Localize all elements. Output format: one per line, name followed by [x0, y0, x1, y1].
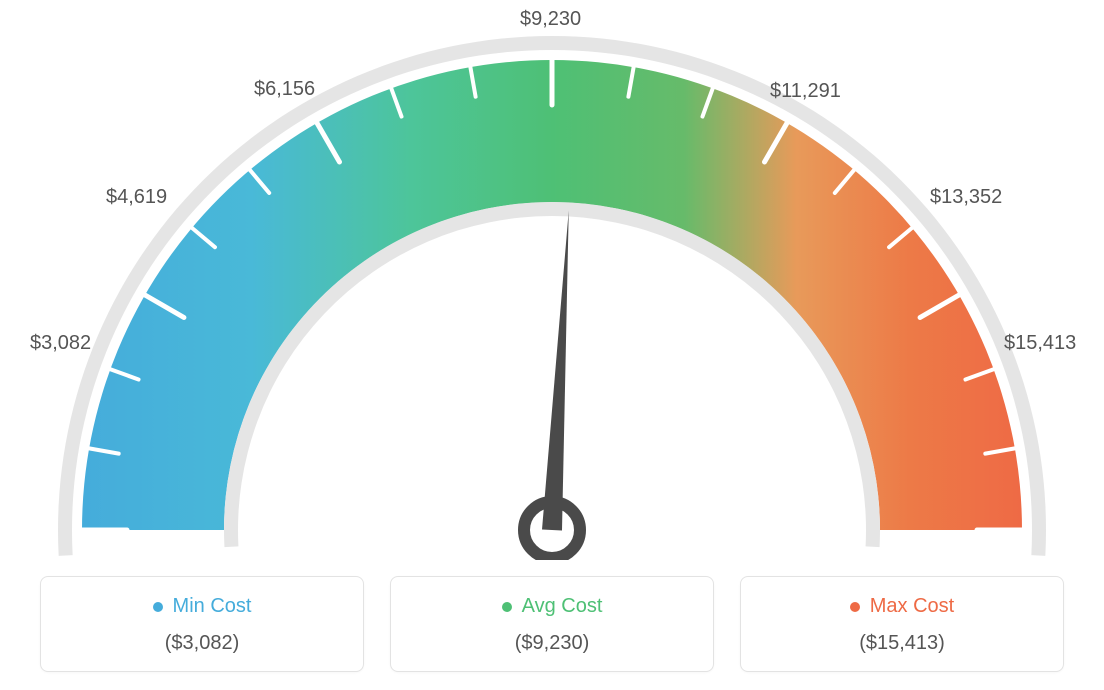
tick-label: $6,156 — [254, 78, 315, 101]
legend-avg-label: Avg Cost — [522, 595, 603, 618]
tick-label: $13,352 — [930, 186, 1002, 209]
gauge-svg — [0, 0, 1104, 560]
tick-label: $3,082 — [30, 332, 91, 355]
legend-min-dot — [153, 602, 163, 612]
legend-avg-value: ($9,230) — [401, 632, 703, 655]
tick-label: $15,413 — [1004, 332, 1076, 355]
legend-max-label: Max Cost — [870, 595, 954, 618]
legend-min-value: ($3,082) — [51, 632, 353, 655]
gauge-needle — [542, 210, 569, 530]
legend-min-label: Min Cost — [173, 595, 252, 618]
gauge-chart-container: $3,082 $4,619 $6,156 $9,230 $11,291 $13,352 $1… — [0, 0, 1104, 690]
legend-card-max: Max Cost ($15,413) — [740, 576, 1064, 672]
legend-card-min: Min Cost ($3,082) — [40, 576, 364, 672]
legend-max-dot — [850, 602, 860, 612]
tick-label: $4,619 — [106, 186, 167, 209]
tick-label: $11,291 — [770, 80, 841, 103]
legend-avg-header: Avg Cost — [401, 595, 703, 618]
legend-card-avg: Avg Cost ($9,230) — [390, 576, 714, 672]
legend-max-value: ($15,413) — [751, 632, 1053, 655]
legend-avg-dot — [502, 602, 512, 612]
legend-row: Min Cost ($3,082) Avg Cost ($9,230) Max … — [40, 576, 1064, 672]
legend-max-header: Max Cost — [751, 595, 1053, 618]
tick-label: $9,230 — [520, 8, 581, 31]
legend-min-header: Min Cost — [51, 595, 353, 618]
